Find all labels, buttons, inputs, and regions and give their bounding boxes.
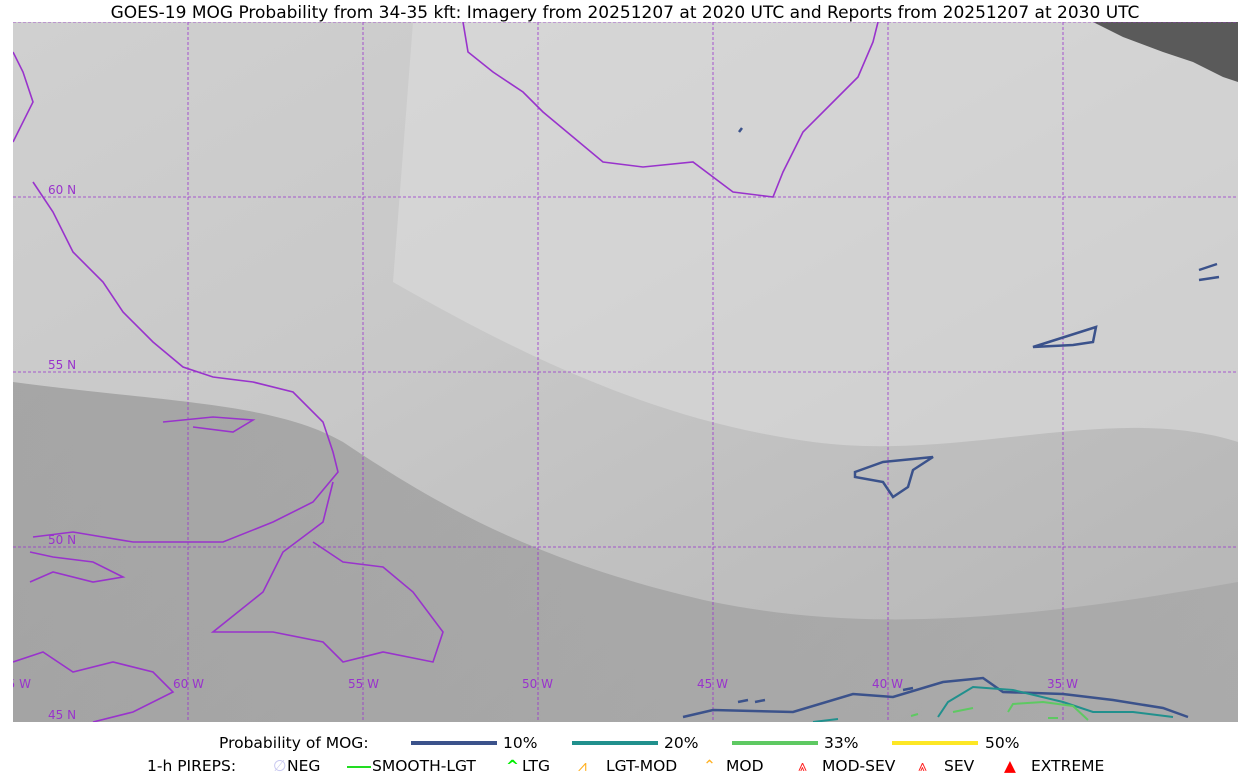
- lgt-mod-icon: ⩘: [578, 757, 587, 775]
- mod-sev-icon: ⩓: [798, 757, 807, 775]
- pirep-legend-label: 1-h PIREPS:: [147, 757, 237, 775]
- legend-item-50pct: 50%: [985, 734, 1020, 752]
- dark-moisture-band: [13, 382, 1238, 722]
- legend-item-33pct: 33%: [824, 734, 859, 752]
- probability-legend-label: Probability of MOG:: [219, 734, 369, 752]
- extreme-icon: ▲: [1004, 757, 1016, 775]
- legend-item-10pct: 10%: [503, 734, 538, 752]
- mog-33pct-contours: [910, 700, 1089, 721]
- mog-20pct-contours: [812, 685, 1174, 722]
- lon-label: 65 W: [13, 677, 31, 691]
- legend-item-20pct: 20%: [664, 734, 699, 752]
- legend-item-sev: SEV: [944, 757, 975, 775]
- map-title: GOES-19 MOG Probability from 34-35 kft: …: [110, 3, 1140, 23]
- lat-label: 55 N: [48, 358, 76, 372]
- lon-label: 50 W: [522, 677, 553, 691]
- swatch-50pct: [892, 741, 978, 745]
- legend-item-neg: NEG: [287, 757, 321, 775]
- legend-item-lgt-mod: LGT-MOD: [606, 757, 678, 775]
- lon-label: 60 W: [173, 677, 204, 691]
- swatch-10pct: [411, 741, 497, 745]
- legend-item-smooth-lgt: SMOOTH-LGT: [372, 757, 476, 775]
- lat-label: 60 N: [48, 183, 76, 197]
- legend-item-mod: MOD: [726, 757, 764, 775]
- satellite-map: 65 W 60 W 55 W 50 W 45 W 40 W 35 W 60 N …: [13, 22, 1238, 722]
- smooth-lgt-line-icon: [347, 766, 371, 768]
- mog-10pct-contours: [682, 127, 1220, 719]
- lon-label: 35 W: [1047, 677, 1078, 691]
- swatch-20pct: [572, 741, 658, 745]
- legend-item-extreme: EXTREME: [1031, 757, 1105, 775]
- no-data-region: [1093, 22, 1238, 82]
- lon-label: 45 W: [697, 677, 728, 691]
- sev-icon: ⩓: [918, 757, 927, 775]
- neg-icon: ∅: [273, 757, 287, 775]
- bright-cloud-region: [393, 22, 1238, 447]
- swatch-33pct: [732, 741, 818, 745]
- graticule: [13, 22, 1238, 722]
- lon-label: 40 W: [872, 677, 903, 691]
- lat-label: 45 N: [48, 708, 76, 722]
- ltg-caret-icon: ^: [506, 757, 519, 775]
- mod-caret-icon: ⌃: [703, 757, 716, 775]
- legend-item-ltg: LTG: [522, 757, 550, 775]
- coastlines: [13, 22, 879, 722]
- legend-item-mod-sev: MOD-SEV: [822, 757, 896, 775]
- lat-label: 50 N: [48, 533, 76, 547]
- lon-label: 55 W: [348, 677, 379, 691]
